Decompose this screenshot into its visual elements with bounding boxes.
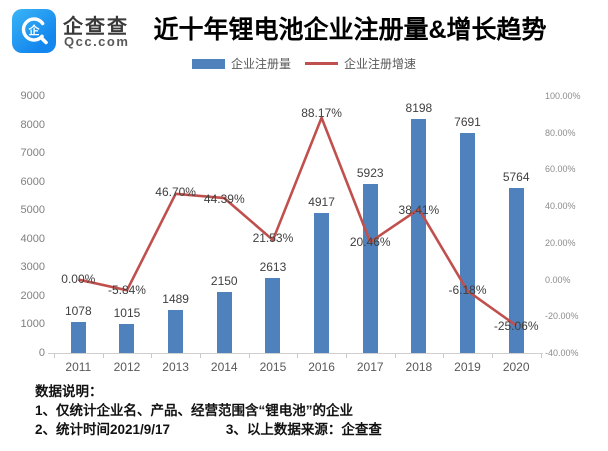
y-axis-tick-label: 9000 bbox=[20, 90, 45, 102]
chart-title: 近十年锂电池企业注册量&增长趋势 bbox=[153, 16, 547, 44]
bar-2013 bbox=[168, 310, 184, 353]
x-axis-category-label: 2012 bbox=[113, 360, 141, 374]
data-notes: 数据说明： 1、仅统计企业名、产品、经营范围含“锂电池”的企业 2、统计时间20… bbox=[35, 382, 382, 439]
growth-point-label: 20.46% bbox=[349, 235, 391, 249]
notes-line-1: 1、仅统计企业名、产品、经营范围含“锂电池”的企业 bbox=[35, 403, 354, 418]
x-axis-tick-mark bbox=[248, 354, 250, 358]
secondary-axis-tick-label: 80.00% bbox=[545, 127, 576, 138]
bar-value-label: 1489 bbox=[162, 292, 189, 307]
secondary-axis-tick-label: 100.00% bbox=[545, 91, 581, 101]
bar-value-label: 1015 bbox=[113, 306, 141, 321]
y-axis-tick-label: 4000 bbox=[20, 232, 45, 245]
growth-point-label: 88.17% bbox=[301, 105, 342, 120]
x-axis-category-label: 2014 bbox=[210, 360, 238, 374]
growth-point-label: 21.53% bbox=[252, 231, 294, 246]
legend-bar-label: 企业注册量 bbox=[230, 57, 291, 71]
growth-point-label: -5.84% bbox=[107, 283, 146, 298]
x-axis-category-label: 2019 bbox=[454, 360, 481, 374]
bar-value-label: 7691 bbox=[454, 115, 481, 130]
legend-line-label: 企业注册增速 bbox=[344, 57, 417, 71]
x-axis-category-label: 2016 bbox=[308, 360, 335, 374]
secondary-axis-tick-label: 40.00% bbox=[545, 201, 576, 212]
secondary-axis-tick-label: 0.00% bbox=[545, 274, 571, 285]
bar-value-label: 5764 bbox=[502, 170, 530, 185]
logo-domain-text: Qcc.com bbox=[64, 34, 130, 49]
bar-value-label: 4917 bbox=[308, 194, 335, 209]
y-axis-tick-label: 5000 bbox=[20, 204, 45, 217]
secondary-axis-tick-label: 20.00% bbox=[545, 237, 576, 248]
x-axis-tick-mark bbox=[151, 354, 153, 358]
x-axis-tick-mark bbox=[345, 354, 347, 358]
y-axis-tick-label: 6000 bbox=[20, 175, 45, 188]
secondary-axis-tick-label: 60.00% bbox=[545, 164, 576, 175]
bar-2019 bbox=[460, 133, 476, 353]
x-axis-tick-mark bbox=[199, 354, 201, 358]
x-axis-tick-mark bbox=[443, 354, 445, 358]
x-axis-tick-mark bbox=[54, 354, 55, 358]
x-axis-category-label: 2020 bbox=[502, 360, 530, 374]
x-axis-category-label: 2011 bbox=[65, 360, 92, 374]
notes-line-2b: 3、以上数据来源：企查查 bbox=[225, 422, 382, 437]
svg-text:企: 企 bbox=[28, 23, 41, 37]
growth-point-label: 44.39% bbox=[203, 192, 245, 207]
chart-legend: 企业注册量 企业注册增速 bbox=[0, 55, 608, 72]
bar-value-label: 8198 bbox=[405, 100, 433, 115]
x-axis-tick-mark bbox=[102, 354, 104, 358]
x-axis-category-label: 2013 bbox=[162, 360, 189, 374]
bar-value-label: 5923 bbox=[356, 165, 384, 180]
growth-point-label: 38.41% bbox=[398, 203, 440, 218]
secondary-axis-tick-label: -40.00% bbox=[545, 348, 579, 358]
growth-point-label: 46.70% bbox=[155, 184, 196, 199]
growth-point-label: 0.00% bbox=[61, 271, 96, 286]
notes-line-2: 2、统计时间2021/9/17 3、以上数据来源：企查查 bbox=[35, 420, 382, 439]
x-axis-category-label: 2017 bbox=[356, 360, 384, 374]
x-axis-category-label: 2018 bbox=[405, 360, 433, 374]
bar-2016 bbox=[314, 212, 330, 353]
notes-heading: 数据说明： bbox=[35, 384, 103, 399]
x-axis-line bbox=[48, 353, 543, 354]
notes-line-2a: 2、统计时间2021/9/17 bbox=[35, 422, 171, 437]
y-axis-tick-label: 8000 bbox=[20, 118, 45, 131]
bar-2017 bbox=[362, 183, 378, 353]
logo-brand-text: 企查查 bbox=[63, 16, 129, 38]
legend-bar-swatch-icon bbox=[191, 58, 225, 69]
growth-point-label: -6.18% bbox=[448, 282, 487, 297]
x-axis-tick-mark bbox=[394, 354, 396, 358]
y-axis-tick-label: 0 bbox=[38, 347, 45, 359]
bar-value-label: 2613 bbox=[259, 260, 287, 275]
growth-point-label: -25.06% bbox=[493, 318, 539, 333]
y-axis-tick-label: 2000 bbox=[20, 289, 45, 302]
x-axis-tick-mark bbox=[491, 354, 493, 358]
bar-2015 bbox=[265, 278, 281, 353]
x-axis-tick-mark bbox=[540, 354, 542, 358]
bar-2011 bbox=[70, 322, 86, 353]
x-axis-tick-mark bbox=[297, 354, 299, 358]
qcc-logo-icon: 企 bbox=[12, 9, 56, 53]
y-axis-tick-label: 3000 bbox=[20, 261, 45, 274]
legend-line-swatch-icon bbox=[305, 62, 338, 65]
magnifier-swirl-icon: 企 bbox=[21, 17, 48, 45]
bar-2012 bbox=[119, 324, 135, 353]
bar-2014 bbox=[216, 291, 232, 353]
secondary-axis-tick-label: -20.00% bbox=[545, 311, 579, 322]
bar-value-label: 1078 bbox=[64, 304, 92, 319]
x-axis-category-label: 2015 bbox=[259, 360, 287, 374]
y-axis-tick-label: 7000 bbox=[20, 147, 45, 160]
bar-2018 bbox=[411, 118, 427, 353]
bar-value-label: 2150 bbox=[210, 273, 238, 288]
y-axis-tick-label: 1000 bbox=[20, 318, 45, 331]
